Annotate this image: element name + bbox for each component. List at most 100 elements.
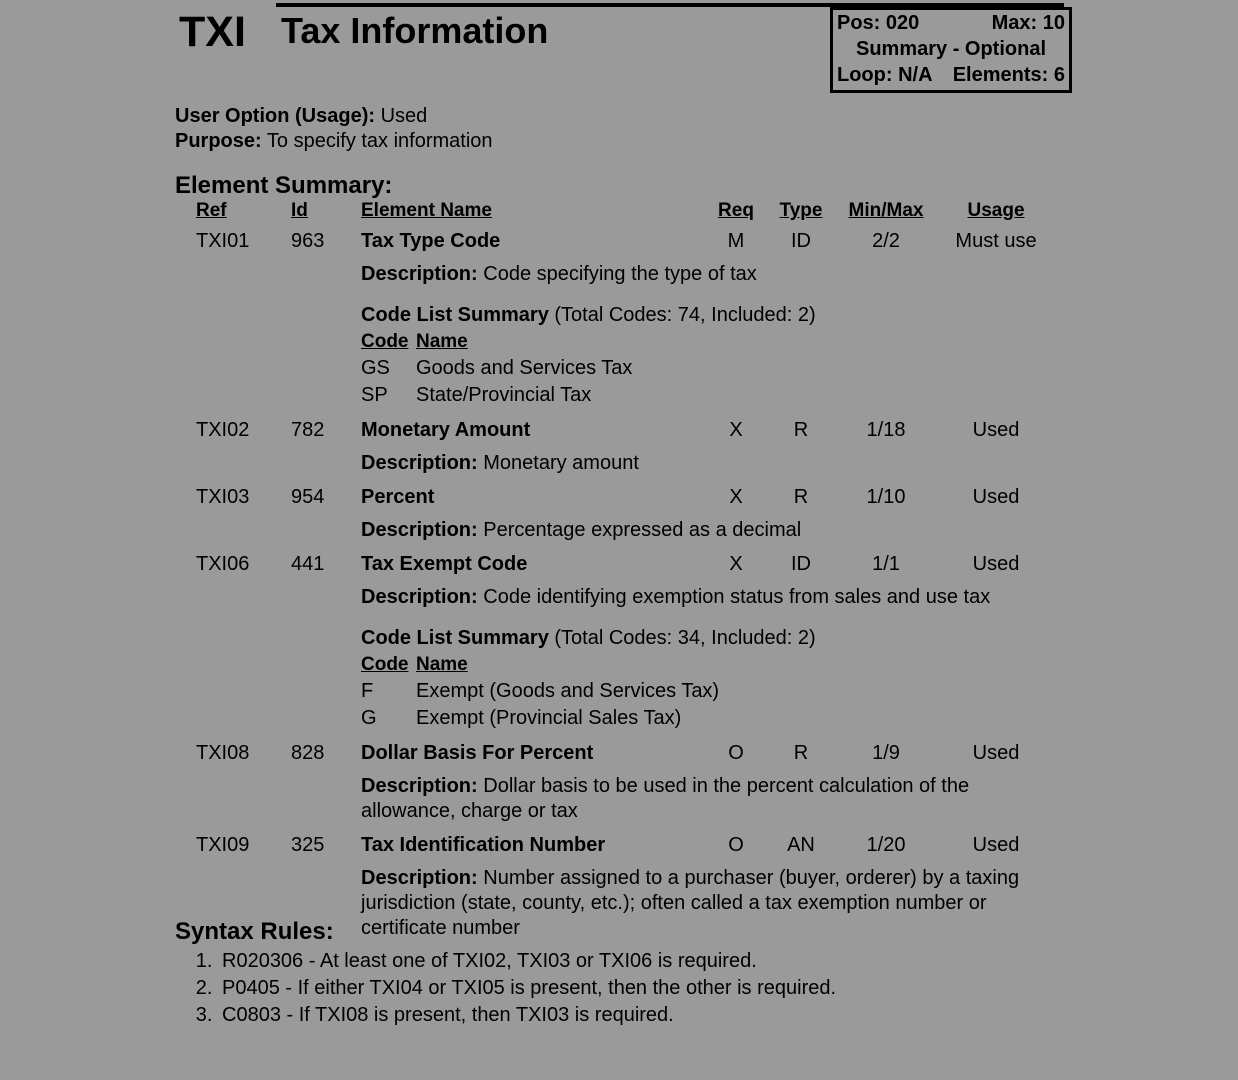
code-head-name: Name	[416, 651, 1056, 678]
cell-id: 954	[291, 484, 361, 510]
code-value: F	[361, 678, 416, 705]
cell-name: Percent	[361, 484, 706, 510]
col-usage: Usage	[936, 200, 1056, 228]
cell-minmax: 1/18	[836, 417, 936, 443]
cell-usage: Used	[936, 417, 1056, 443]
desc-text: Monetary amount	[483, 452, 639, 474]
code-value: G	[361, 705, 416, 732]
code-value: GS	[361, 355, 416, 382]
code-name: Goods and Services Tax	[416, 355, 1056, 382]
cell-id: 828	[291, 740, 361, 766]
cell-ref: TXI08	[196, 740, 291, 766]
code-row: GS Goods and Services Tax	[361, 355, 1056, 382]
cell-name: Tax Type Code	[361, 228, 706, 254]
table-row: TXI06 441 Tax Exempt Code X ID 1/1 Used	[196, 551, 1056, 577]
cell-minmax: 1/10	[836, 484, 936, 510]
syntax-rule: C0803 - If TXI08 is present, then TXI03 …	[218, 1002, 836, 1029]
cell-type: ID	[766, 551, 836, 577]
segment-name: Tax Information	[281, 10, 548, 52]
cell-usage: Used	[936, 551, 1056, 577]
col-name: Element Name	[361, 200, 706, 228]
cell-usage: Used	[936, 484, 1056, 510]
cell-req: O	[706, 832, 766, 858]
element-summary-title: Element Summary:	[175, 172, 392, 200]
cell-usage: Used	[936, 832, 1056, 858]
cell-usage: Must use	[936, 228, 1056, 254]
table-row-desc: Description: Code specifying the type of…	[196, 254, 1056, 417]
syntax-rule: R020306 - At least one of TXI02, TXI03 o…	[218, 948, 836, 975]
table-row: TXI09 325 Tax Identification Number O AN…	[196, 832, 1056, 858]
infobox-max-value: 10	[1043, 12, 1065, 34]
code-head-code: Code	[361, 328, 416, 355]
purpose-value: To specify tax information	[267, 130, 493, 152]
segment-id: TXI	[179, 8, 246, 57]
cell-ref: TXI03	[196, 484, 291, 510]
desc-label: Description:	[361, 263, 478, 285]
table-row-desc: Description: Monetary amount	[196, 443, 1056, 484]
syntax-rules-title: Syntax Rules:	[175, 918, 334, 946]
table-row: TXI01 963 Tax Type Code M ID 2/2 Must us…	[196, 228, 1056, 254]
cell-req: X	[706, 484, 766, 510]
cell-id: 963	[291, 228, 361, 254]
syntax-rules-list: R020306 - At least one of TXI02, TXI03 o…	[186, 948, 836, 1029]
code-name: State/Provincial Tax	[416, 382, 1056, 409]
cell-ref: TXI02	[196, 417, 291, 443]
usage-label: User Option (Usage):	[175, 105, 375, 127]
code-head-name: Name	[416, 328, 1056, 355]
element-table: Ref Id Element Name Req Type Min/Max Usa…	[196, 200, 1056, 941]
cell-type: ID	[766, 228, 836, 254]
codelist-counts: (Total Codes: 34, Included: 2)	[554, 627, 815, 649]
cell-minmax: 1/20	[836, 832, 936, 858]
cell-minmax: 1/1	[836, 551, 936, 577]
code-row: F Exempt (Goods and Services Tax)	[361, 678, 1056, 705]
cell-req: M	[706, 228, 766, 254]
cell-minmax: 1/9	[836, 740, 936, 766]
cell-type: R	[766, 740, 836, 766]
col-ref: Ref	[196, 200, 291, 228]
code-row: G Exempt (Provincial Sales Tax)	[361, 705, 1056, 732]
desc-label: Description:	[361, 775, 478, 797]
cell-id: 325	[291, 832, 361, 858]
code-value: SP	[361, 382, 416, 409]
infobox-loop-value: N/A	[898, 64, 932, 86]
desc-label: Description:	[361, 452, 478, 474]
cell-minmax: 2/2	[836, 228, 936, 254]
cell-id: 441	[291, 551, 361, 577]
cell-usage: Used	[936, 740, 1056, 766]
infobox-summary: Summary - Optional	[837, 36, 1065, 62]
cell-req: O	[706, 740, 766, 766]
desc-label: Description:	[361, 867, 478, 889]
desc-label: Description:	[361, 519, 478, 541]
infobox-max-label: Max:	[992, 12, 1038, 34]
codelist-title: Code List Summary	[361, 304, 549, 326]
desc-text: Code specifying the type of tax	[483, 263, 757, 285]
table-row: TXI03 954 Percent X R 1/10 Used	[196, 484, 1056, 510]
cell-id: 782	[291, 417, 361, 443]
col-minmax: Min/Max	[836, 200, 936, 228]
code-head-code: Code	[361, 651, 416, 678]
purpose-line: Purpose: To specify tax information	[175, 130, 493, 153]
user-option-line: User Option (Usage): Used	[175, 105, 427, 128]
segment-infobox: Pos: 020 Max: 10 Summary - Optional Loop…	[830, 7, 1072, 93]
infobox-elements-value: 6	[1054, 64, 1065, 86]
table-row-desc: Description: Code identifying exemption …	[196, 577, 1056, 740]
codelist-title: Code List Summary	[361, 627, 549, 649]
infobox-pos-value: 020	[886, 12, 919, 34]
cell-ref: TXI09	[196, 832, 291, 858]
col-type: Type	[766, 200, 836, 228]
desc-text: Percentage expressed as a decimal	[483, 519, 801, 541]
cell-name: Tax Identification Number	[361, 832, 706, 858]
edi-spec-page: TXI Tax Information Pos: 020 Max: 10 Sum…	[31, 0, 1207, 1080]
codelist-counts: (Total Codes: 74, Included: 2)	[554, 304, 815, 326]
desc-text: Code identifying exemption status from s…	[483, 586, 990, 608]
table-header-row: Ref Id Element Name Req Type Min/Max Usa…	[196, 200, 1056, 228]
desc-label: Description:	[361, 586, 478, 608]
table-row: TXI02 782 Monetary Amount X R 1/18 Used	[196, 417, 1056, 443]
syntax-rule: P0405 - If either TXI04 or TXI05 is pres…	[218, 975, 836, 1002]
cell-req: X	[706, 417, 766, 443]
purpose-label: Purpose:	[175, 130, 262, 152]
table-row-desc: Description: Dollar basis to be used in …	[196, 766, 1056, 832]
cell-type: AN	[766, 832, 836, 858]
col-id: Id	[291, 200, 361, 228]
cell-req: X	[706, 551, 766, 577]
